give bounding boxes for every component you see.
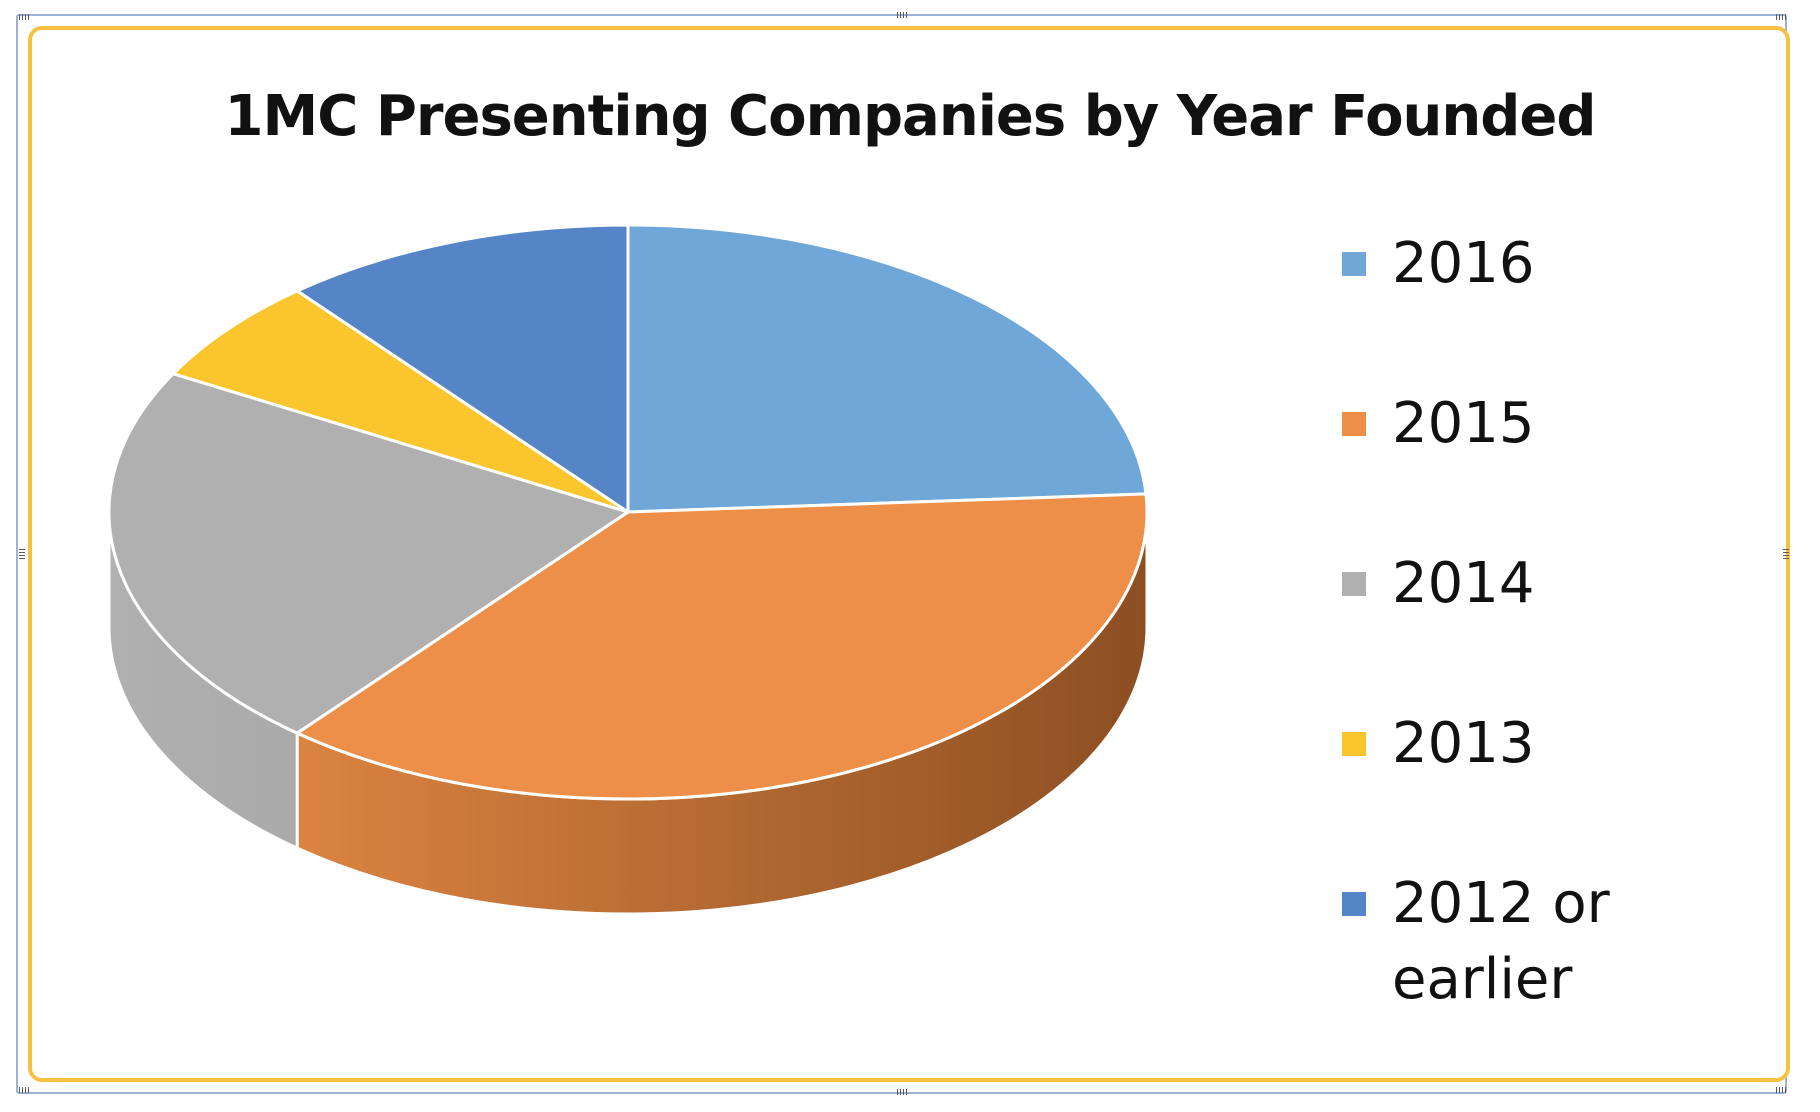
legend-swatch <box>1342 412 1366 436</box>
pie-slice-2012-or-earlier[interactable] <box>295 223 630 514</box>
resize-handle-left[interactable] <box>19 549 25 559</box>
pie-slice-2014[interactable] <box>107 372 630 735</box>
resize-handle-top-left[interactable] <box>19 14 29 20</box>
pie-slice-2016[interactable] <box>626 223 1148 514</box>
chart-title: 1MC Presenting Companies by Year Founded <box>224 84 1597 149</box>
pie-slice-2015[interactable] <box>295 492 1149 801</box>
resize-handle-bottom-right[interactable] <box>1776 1087 1786 1093</box>
legend-swatch <box>1342 732 1366 756</box>
legend-label: 2014 <box>1392 551 1535 616</box>
resize-handle-top[interactable] <box>897 12 907 18</box>
resize-handle-top-right[interactable] <box>1776 14 1786 20</box>
legend-label: 2015 <box>1392 391 1535 456</box>
resize-handle-bottom-left[interactable] <box>19 1087 29 1093</box>
legend-swatch <box>1342 572 1366 596</box>
resize-handle-bottom[interactable] <box>897 1089 907 1095</box>
resize-handle-right[interactable] <box>1783 549 1789 559</box>
pie-slice-2013[interactable] <box>171 289 630 514</box>
legend-swatch <box>1342 252 1366 276</box>
legend-label: 2012 or earlier <box>1392 871 1610 1012</box>
legend-label: 2016 <box>1392 231 1535 296</box>
legend-label: 2013 <box>1392 711 1535 776</box>
legend-swatch <box>1342 892 1366 916</box>
